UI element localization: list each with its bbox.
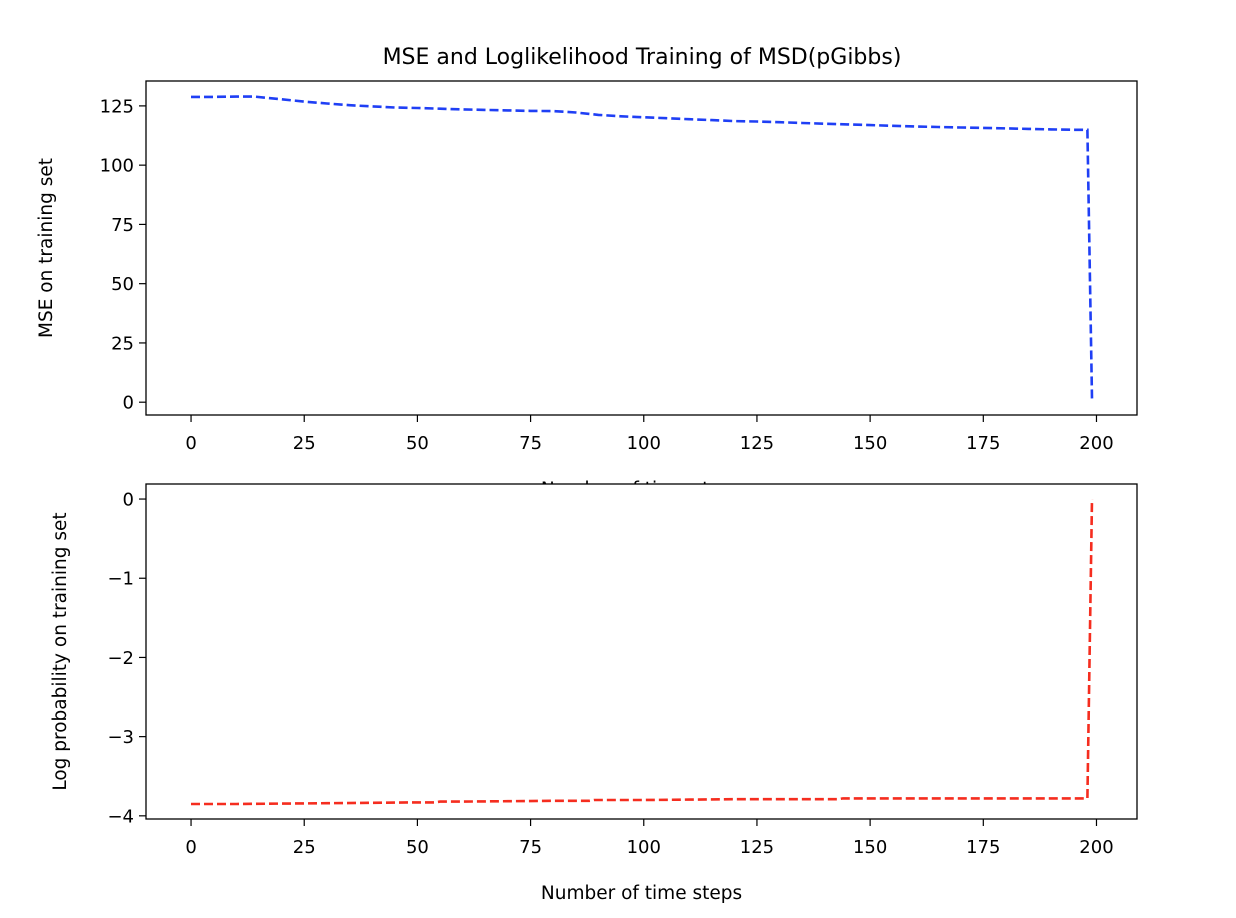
- mse-y-tick-label: 125: [100, 96, 134, 117]
- logprob-x-tick-label: 0: [185, 837, 196, 858]
- logprob-y-axis-label: Log probability on training set: [50, 512, 71, 790]
- logprob-y-tick-label: −4: [107, 806, 134, 827]
- logprob-series-line: [191, 498, 1094, 806]
- mse-x-tick-label: 75: [519, 433, 542, 454]
- logprob-y-tick-label: −1: [107, 569, 134, 590]
- logprob-x-tick-label: 150: [853, 837, 887, 858]
- mse-y-tick-label: 0: [123, 393, 134, 414]
- logprob-x-tick-label: 50: [406, 837, 429, 858]
- mse-x-tick-label: 200: [1079, 433, 1113, 454]
- logprob-panel-background: [146, 484, 1137, 819]
- mse-y-tick-label: 50: [111, 274, 134, 295]
- logprob-y-tick-label: 0: [123, 490, 134, 511]
- logprob-x-tick-label: 200: [1079, 837, 1113, 858]
- mse-y-axis-label: MSE on training set: [36, 158, 57, 338]
- mse-x-tick-label: 125: [740, 433, 774, 454]
- logprob-x-axis-label: Number of time steps: [541, 883, 742, 904]
- logprob-x-tick-label: 175: [966, 837, 1000, 858]
- logprob-plot-frame: [145, 483, 1138, 820]
- logprob-x-tick-label: 25: [293, 837, 316, 858]
- mse-x-tick-label: 50: [406, 433, 429, 454]
- mse-x-axis: 0 25 50 75 100 125 150 175 200: [185, 415, 1114, 454]
- logprob-x-tick-label: 125: [740, 837, 774, 858]
- mse-y-tick-label: 25: [111, 333, 134, 354]
- logprob-y-tick-label: −2: [107, 648, 134, 669]
- logprob-y-tick-label: −3: [107, 727, 134, 748]
- logprob-x-axis: 0 25 50 75 100 125 150 175 200: [185, 819, 1114, 858]
- mse-x-tick-label: 100: [627, 433, 661, 454]
- logprob-y-axis: 0 −1 −2 −3 −4: [107, 490, 146, 827]
- mse-series-line: [191, 95, 1094, 399]
- logprob-panel: 0 25 50 75 100 125 150 175 200 0 −1 −2 −3 −4 Number …: [50, 483, 1138, 904]
- logprob-x-tick-label: 75: [519, 837, 542, 858]
- logprob-x-tick-label: 100: [627, 837, 661, 858]
- mse-plot-frame: [145, 80, 1138, 416]
- mse-x-tick-label: 175: [966, 433, 1000, 454]
- mse-y-tick-label: 75: [111, 215, 134, 236]
- mse-x-tick-label: 25: [293, 433, 316, 454]
- mse-y-tick-label: 100: [100, 156, 134, 177]
- chart-title: MSE and Loglikelihood Training of MSD(pG…: [383, 45, 902, 70]
- mse-y-axis: 0 25 50 75 100 125: [100, 96, 146, 414]
- mse-x-tick-label: 150: [853, 433, 887, 454]
- mse-x-tick-label: 0: [185, 433, 196, 454]
